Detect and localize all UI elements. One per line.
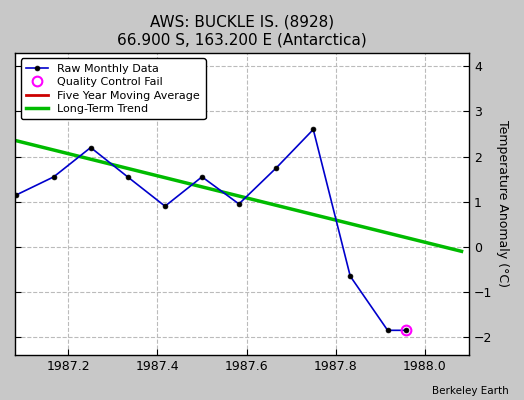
Raw Monthly Data: [385, 328, 391, 333]
Raw Monthly Data: [125, 174, 131, 179]
Raw Monthly Data: [310, 127, 316, 132]
Raw Monthly Data: [273, 166, 279, 170]
Line: Raw Monthly Data: Raw Monthly Data: [14, 127, 408, 333]
Text: Berkeley Earth: Berkeley Earth: [432, 386, 508, 396]
Raw Monthly Data: [88, 145, 94, 150]
Y-axis label: Temperature Anomaly (°C): Temperature Anomaly (°C): [496, 120, 509, 288]
Legend: Raw Monthly Data, Quality Control Fail, Five Year Moving Average, Long-Term Tren: Raw Monthly Data, Quality Control Fail, …: [20, 58, 205, 119]
Raw Monthly Data: [51, 174, 57, 179]
Raw Monthly Data: [13, 192, 19, 197]
Raw Monthly Data: [347, 274, 353, 278]
Raw Monthly Data: [162, 204, 168, 208]
Title: AWS: BUCKLE IS. (8928)
66.900 S, 163.200 E (Antarctica): AWS: BUCKLE IS. (8928) 66.900 S, 163.200…: [117, 15, 367, 47]
Raw Monthly Data: [236, 202, 242, 206]
Raw Monthly Data: [403, 328, 409, 333]
Raw Monthly Data: [199, 174, 205, 179]
